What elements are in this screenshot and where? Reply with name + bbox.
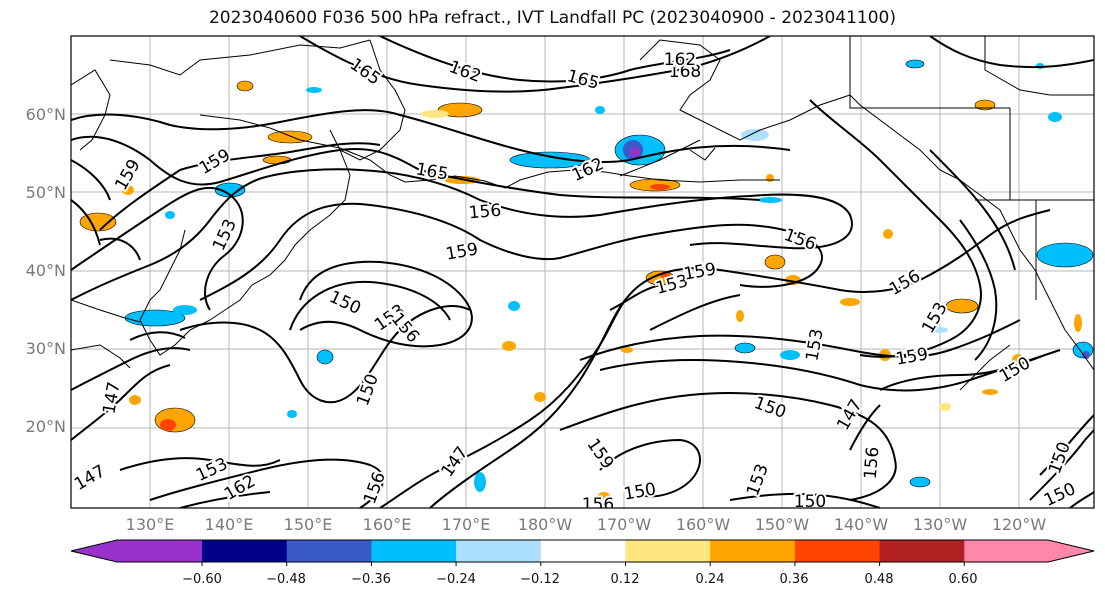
- colorbar-tick-label: −0.36: [351, 572, 391, 587]
- colorbar-extend-max: [964, 540, 1094, 562]
- contour-label: 156: [582, 495, 614, 515]
- lat-label: 30°N: [25, 339, 66, 358]
- colorbar-tick-label: −0.12: [520, 572, 560, 587]
- lon-label: 160°E: [362, 515, 412, 534]
- graticule: [71, 36, 1094, 508]
- colorbar-tick-label: −0.24: [436, 572, 476, 587]
- lat-label: 20°N: [25, 417, 66, 436]
- colorbar-segment: [794, 540, 881, 562]
- colorbar-segment: [202, 540, 288, 562]
- lon-label: 140°W: [833, 515, 889, 534]
- contour-label: 156: [861, 446, 884, 480]
- lon-label: 170°E: [441, 515, 491, 534]
- colorbar: [70, 539, 1095, 566]
- lon-label: 130°W: [912, 515, 968, 534]
- colorbar-tick-label: −0.48: [266, 572, 306, 587]
- colorbar-segment: [286, 540, 372, 562]
- colorbar-segment: [710, 540, 796, 562]
- lon-label: 120°W: [991, 515, 1047, 534]
- borders: [849, 36, 1094, 300]
- colorbar-tick-label: 0.12: [610, 572, 640, 587]
- lat-label: 50°N: [25, 183, 66, 202]
- lat-label: 40°N: [25, 261, 66, 280]
- map-title: 2023040600 F036 500 hPa refract., IVT La…: [208, 8, 896, 28]
- colorbar-segment: [456, 540, 542, 562]
- contour-label: 150: [794, 492, 826, 512]
- shading-negative: [124, 59, 1094, 492]
- colorbar-segment: [625, 540, 711, 562]
- coastlines: [71, 39, 1094, 391]
- colorbar-segment: [879, 540, 965, 562]
- refractivity-contours: [71, 36, 1094, 508]
- colorbar-segment: [371, 540, 457, 562]
- lon-label: 140°E: [204, 515, 254, 534]
- colorbar-segment: [540, 540, 626, 562]
- lon-label: 170°W: [596, 515, 652, 534]
- contour-label: 168: [669, 62, 701, 82]
- colorbar-tick-label: 0.36: [779, 572, 809, 587]
- shading-positive: [79, 80, 1082, 500]
- colorbar-tick-label: 0.24: [695, 572, 725, 587]
- colorbar-tick-label: 0.48: [864, 572, 894, 587]
- contour-label: 156: [468, 201, 502, 224]
- lat-label: 60°N: [25, 105, 66, 124]
- colorbar-tick-label: 0.60: [948, 572, 978, 587]
- colorbar-extend-min: [71, 540, 202, 562]
- lon-label: 160°W: [675, 515, 731, 534]
- colorbar-outline: [70, 539, 1095, 563]
- lon-label: 180°W: [517, 515, 573, 534]
- lon-label: 150°W: [754, 515, 810, 534]
- map-frame: [70, 35, 1095, 509]
- contour-label: 162: [664, 50, 696, 70]
- lon-label: 150°E: [283, 515, 333, 534]
- lon-label: 130°E: [125, 515, 175, 534]
- colorbar-tick-label: −0.60: [182, 572, 222, 587]
